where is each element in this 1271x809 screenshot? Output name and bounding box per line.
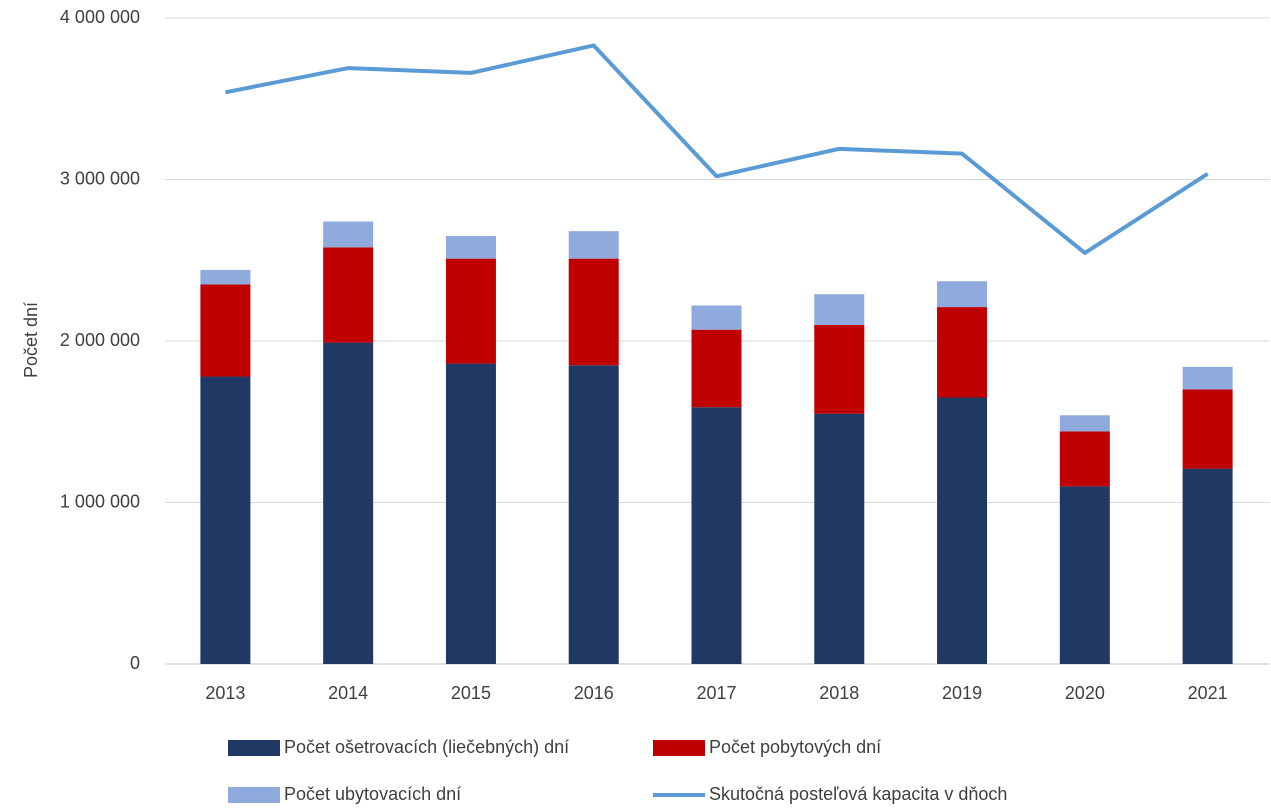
bar (937, 307, 988, 398)
bar (691, 329, 742, 408)
bar (937, 397, 988, 664)
x-tick-label: 2014 (328, 683, 368, 703)
bar (937, 281, 988, 308)
bar (1059, 415, 1110, 432)
bar (323, 342, 374, 664)
bar (814, 324, 865, 414)
bar (445, 363, 496, 664)
bar (1182, 468, 1233, 664)
x-tick-label: 2017 (696, 683, 736, 703)
legend-label: Počet pobytových dní (709, 737, 881, 757)
bar (814, 413, 865, 664)
bar (1059, 431, 1110, 487)
legend-swatch (653, 740, 705, 756)
bar (1182, 366, 1233, 390)
y-tick-label: 4 000 000 (60, 7, 140, 27)
y-tick-label: 1 000 000 (60, 491, 140, 511)
x-tick-label: 2021 (1188, 683, 1228, 703)
x-tick-label: 2015 (451, 683, 491, 703)
y-tick-label: 3 000 000 (60, 168, 140, 188)
bar (200, 376, 251, 664)
bar (568, 231, 619, 259)
y-tick-label: 2 000 000 (60, 330, 140, 350)
x-tick-label: 2020 (1065, 683, 1105, 703)
bar (1059, 486, 1110, 664)
bar (691, 407, 742, 664)
legend-label: Počet ubytovacích dní (284, 784, 461, 804)
bar (1182, 389, 1233, 469)
legend-label: Počet ošetrovacích (liečebných) dní (284, 737, 569, 757)
legend-label: Skutočná posteľová kapacita v dňoch (709, 784, 1007, 804)
x-tick-label: 2019 (942, 683, 982, 703)
bar (568, 258, 619, 366)
bar (568, 365, 619, 664)
y-axis-label: Počet dní (21, 302, 41, 378)
x-tick-label: 2013 (205, 683, 245, 703)
line (225, 43, 1209, 255)
x-tick-label: 2018 (819, 683, 859, 703)
legend-swatch (228, 740, 280, 756)
bar (445, 258, 496, 364)
bar (445, 236, 496, 259)
legend-swatch (228, 787, 280, 803)
bar (200, 284, 251, 377)
bar (323, 247, 374, 343)
bar (691, 305, 742, 330)
bar (814, 294, 865, 325)
bar (200, 269, 251, 285)
bar (323, 221, 374, 248)
y-tick-label: 0 (130, 653, 140, 673)
x-tick-label: 2016 (574, 683, 614, 703)
